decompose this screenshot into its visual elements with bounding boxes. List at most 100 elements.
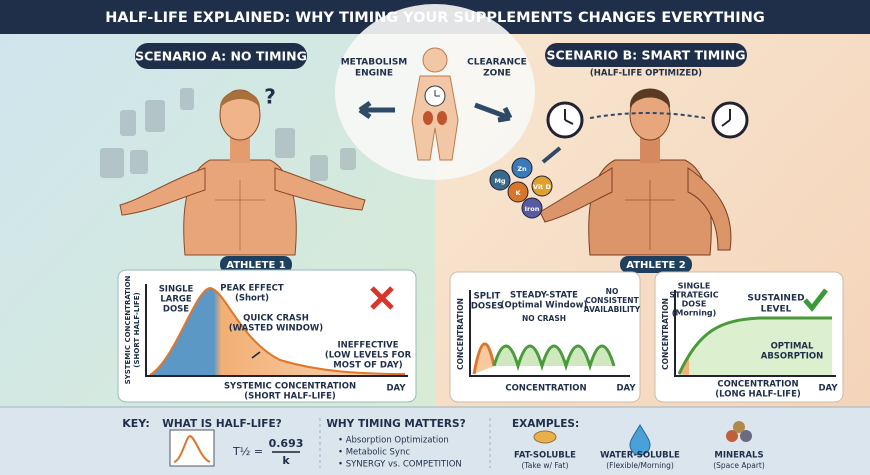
athlete-1-part bbox=[119, 167, 206, 216]
background-part bbox=[0, 407, 870, 475]
example-note: (Take w/ Fat) bbox=[521, 461, 568, 470]
annotation: (WASTED WINDOW) bbox=[229, 324, 324, 334]
chart-b1-curve bbox=[469, 290, 630, 377]
axis-end-label: DAY bbox=[617, 384, 637, 394]
clocks-part bbox=[541, 146, 562, 164]
supplement-label: Mg bbox=[494, 177, 505, 185]
center-body-illustration bbox=[335, 4, 535, 180]
key-icons-part bbox=[629, 424, 651, 456]
scenario-label: SCENARIO A: NO TIMING bbox=[135, 49, 307, 64]
axis-label: CONCENTRATION bbox=[661, 298, 670, 370]
annotation: (Optimal Window) bbox=[501, 301, 588, 311]
center-label: ZONE bbox=[483, 69, 511, 79]
examples-heading: EXAMPLES: bbox=[512, 418, 579, 430]
timing-heading: WHY TIMING MATTERS? bbox=[326, 418, 465, 430]
annotation: (Short) bbox=[235, 294, 269, 304]
clocks-part bbox=[721, 109, 731, 127]
chart-b2-curve-part bbox=[803, 288, 828, 312]
axis-label: (SHORT HALF-LIFE) bbox=[133, 292, 141, 367]
annotation: PEAK EFFECT bbox=[220, 284, 284, 294]
clocks-part bbox=[589, 112, 706, 119]
athlete-2-part bbox=[629, 88, 671, 108]
supplement-bottles-part bbox=[310, 155, 328, 181]
key-icons-part bbox=[726, 430, 738, 442]
scenario-subtitle: (HALF-LIFE OPTIMIZED) bbox=[590, 69, 702, 79]
example-name: MINERALS bbox=[714, 451, 763, 461]
example-name: WATER-SOLUBLE bbox=[600, 451, 680, 461]
formula-denominator: k bbox=[282, 454, 290, 467]
athlete-1-part bbox=[220, 90, 260, 108]
supplement-bottles-part bbox=[180, 88, 194, 110]
annotation: STEADY-STATE bbox=[510, 291, 578, 301]
annotation: (Morning) bbox=[672, 309, 717, 318]
athlete-label: ATHLETE 2 bbox=[626, 260, 685, 271]
annotation: INEFFECTIVE bbox=[337, 341, 398, 351]
annotation: NO CRASH bbox=[522, 314, 566, 323]
annotation: (LOW LEVELS FOR bbox=[325, 351, 412, 361]
chart-b2-curve-part bbox=[674, 290, 836, 377]
axis-label: SYSTEMIC CONCENTRATION bbox=[224, 382, 356, 392]
key-label: KEY: bbox=[122, 417, 149, 430]
annotation: SINGLE bbox=[159, 285, 194, 295]
scenario-pills-part bbox=[545, 43, 747, 67]
annotation: NO bbox=[606, 287, 619, 296]
annotation: LARGE bbox=[160, 295, 192, 305]
axis-label: CONCENTRATION bbox=[717, 380, 798, 390]
axis-label: CONCENTRATION bbox=[456, 298, 465, 370]
annotation: SINGLE bbox=[678, 282, 711, 291]
athlete-label: ATHLETE 1 bbox=[226, 260, 285, 271]
center-body-illustration-part bbox=[474, 102, 513, 123]
annotation: SUSTAINED bbox=[747, 294, 804, 304]
key-icons-part bbox=[733, 421, 745, 433]
chart-panels-part bbox=[449, 271, 641, 403]
key-icons-part bbox=[173, 434, 211, 463]
supplement-bottles-part bbox=[130, 150, 148, 174]
chart-a-curve-part bbox=[251, 351, 261, 359]
timing-item: • Absorption Optimization bbox=[338, 436, 449, 446]
chart-b1-curve-part bbox=[492, 344, 616, 372]
axis-label: SYSTEMIC CONCENTRATION bbox=[124, 275, 132, 384]
annotation: DOSE bbox=[163, 305, 189, 315]
key-icons bbox=[169, 421, 752, 467]
center-label: CLEARANCE bbox=[467, 58, 527, 68]
chart-a-curve-part bbox=[149, 286, 406, 376]
chart-b2-curve-part bbox=[677, 316, 832, 375]
supplement-label: Zn bbox=[517, 165, 527, 173]
supplement-label: K bbox=[515, 189, 521, 197]
timing-item: • Metabolic Sync bbox=[338, 448, 410, 458]
athlete-1 bbox=[119, 89, 366, 256]
chart-a-curve-part bbox=[150, 288, 405, 376]
supplement-bottles-part bbox=[120, 110, 136, 136]
scenario-pills-part bbox=[620, 256, 692, 273]
center-body-illustration-part bbox=[411, 75, 459, 161]
annotation: STRATEGIC bbox=[669, 291, 718, 300]
supplement-pill bbox=[511, 157, 533, 179]
athlete-2-part bbox=[640, 135, 660, 163]
supplement-bottles-part bbox=[275, 128, 295, 158]
supplement-bottles-part bbox=[145, 100, 165, 132]
athlete-1-part bbox=[219, 89, 261, 141]
supplement-bottles bbox=[100, 88, 356, 181]
annotation: LEVEL bbox=[761, 305, 792, 315]
supplement-pill bbox=[507, 181, 529, 203]
center-body-illustration-part bbox=[423, 111, 433, 125]
annotation: ABSORPTION bbox=[761, 352, 823, 362]
athlete-2 bbox=[539, 88, 732, 256]
axis-label: CONCENTRATION bbox=[505, 384, 586, 394]
scenario-pills-part bbox=[135, 43, 307, 69]
supplement-pill bbox=[489, 169, 511, 191]
text-layer: HALF-LIFE EXPLAINED: WHY TIMING YOUR SUP… bbox=[105, 10, 838, 470]
axis-label: (SHORT HALF-LIFE) bbox=[244, 392, 336, 402]
annotation: CONSISTENT bbox=[585, 296, 639, 305]
center-label: METABOLISM bbox=[341, 58, 408, 68]
clocks-part bbox=[564, 109, 574, 125]
scenario-pills-part bbox=[220, 256, 292, 273]
athlete-2-part bbox=[539, 167, 613, 223]
supplement-bottles-part bbox=[340, 148, 356, 170]
question-mark: ? bbox=[264, 85, 276, 109]
athlete-1-part bbox=[230, 135, 250, 163]
annotation: OPTIMAL bbox=[771, 342, 814, 352]
